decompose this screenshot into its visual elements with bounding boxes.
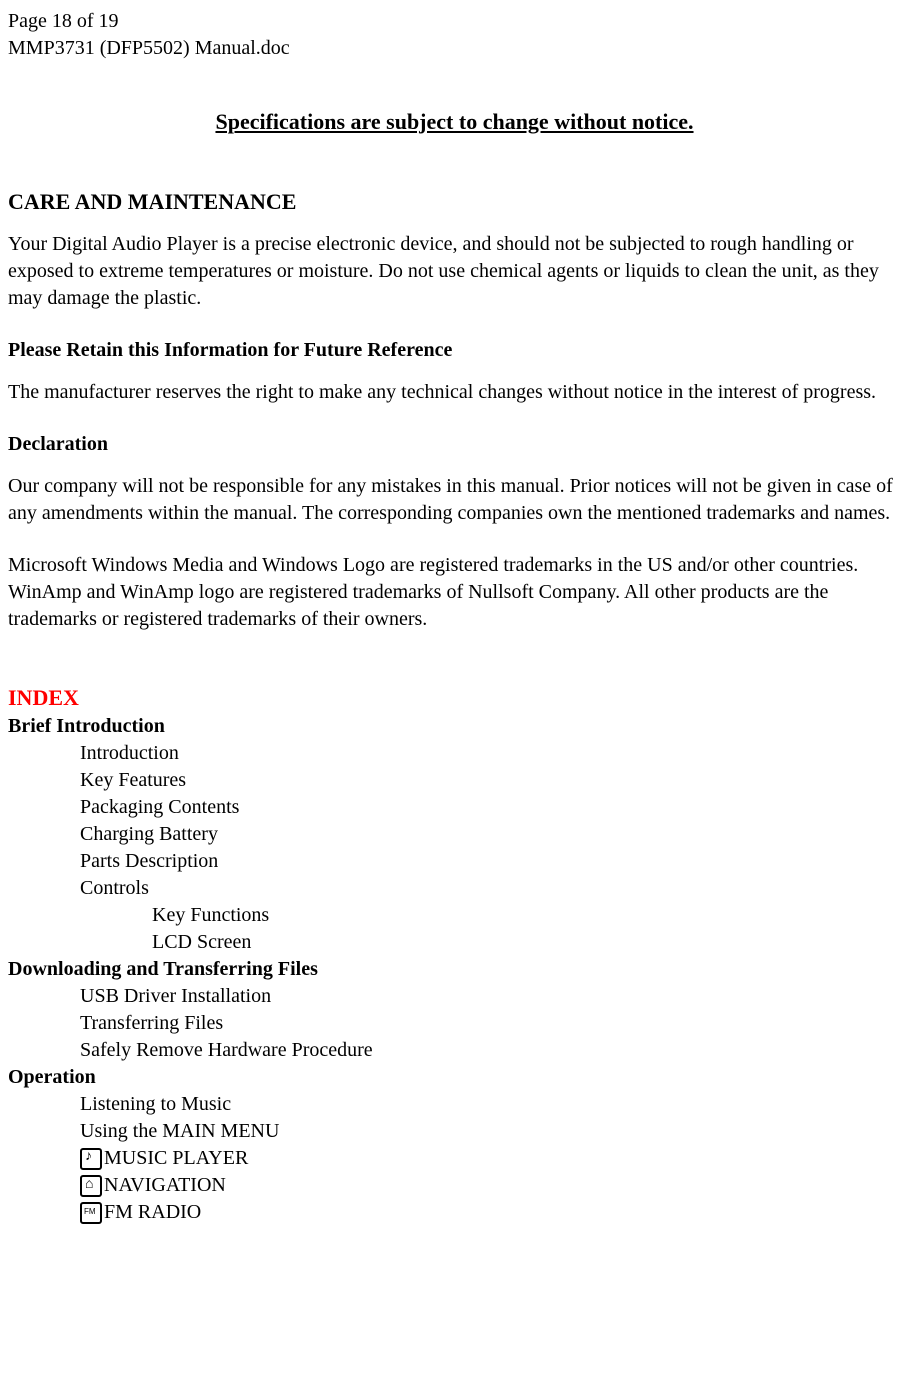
index-item-label: MUSIC PLAYER — [104, 1145, 248, 1172]
change-notice: Specifications are subject to change wit… — [8, 107, 901, 137]
document-filename: MMP3731 (DFP5502) Manual.doc — [8, 35, 901, 62]
index-item: Using the MAIN MENU — [8, 1118, 901, 1145]
index-item: Introduction — [8, 740, 901, 767]
index-icon-item: FM RADIO — [8, 1199, 901, 1226]
music-player-icon — [80, 1148, 102, 1170]
index-item: Transferring Files — [8, 1010, 901, 1037]
retain-text: The manufacturer reserves the right to m… — [8, 379, 901, 406]
page-number: Page 18 of 19 — [8, 8, 901, 35]
index-section-heading: Downloading and Transferring Files — [8, 956, 901, 983]
index-item: Key Features — [8, 767, 901, 794]
index-item-label: FM RADIO — [104, 1199, 201, 1226]
index-item: Charging Battery — [8, 821, 901, 848]
declaration-text2: Microsoft Windows Media and Windows Logo… — [8, 552, 901, 633]
retain-heading: Please Retain this Information for Futur… — [8, 337, 901, 364]
declaration-text1: Our company will not be responsible for … — [8, 473, 901, 527]
index-section-heading: Brief Introduction — [8, 713, 901, 740]
navigation-icon — [80, 1175, 102, 1197]
index-subitem: Key Functions — [8, 902, 901, 929]
index-icon-item: MUSIC PLAYER — [8, 1145, 901, 1172]
declaration-heading: Declaration — [8, 431, 901, 458]
index-section-heading: Operation — [8, 1064, 901, 1091]
care-text: Your Digital Audio Player is a precise e… — [8, 231, 901, 312]
index-item: Parts Description — [8, 848, 901, 875]
index-item: Listening to Music — [8, 1091, 901, 1118]
index-item-label: NAVIGATION — [104, 1172, 226, 1199]
index-icon-item: NAVIGATION — [8, 1172, 901, 1199]
index-item: Safely Remove Hardware Procedure — [8, 1037, 901, 1064]
index-item: Controls — [8, 875, 901, 902]
care-heading: CARE AND MAINTENANCE — [8, 187, 901, 217]
index-subitem: LCD Screen — [8, 929, 901, 956]
index-item: Packaging Contents — [8, 794, 901, 821]
index-item: USB Driver Installation — [8, 983, 901, 1010]
index-title: INDEX — [8, 683, 901, 713]
fm-radio-icon — [80, 1202, 102, 1224]
